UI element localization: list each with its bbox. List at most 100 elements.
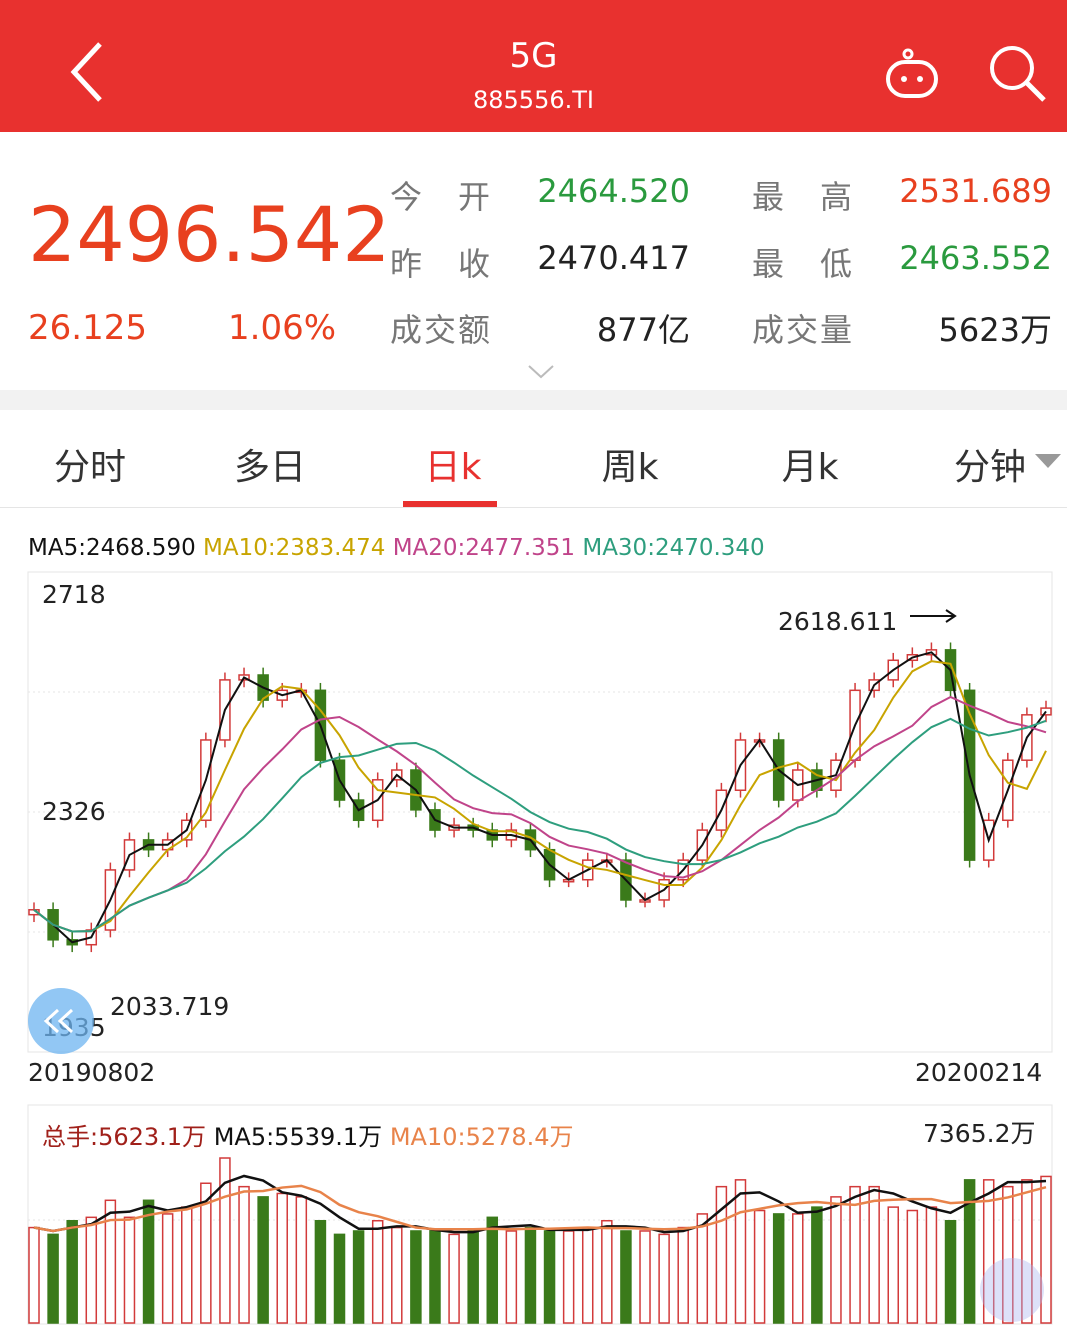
volume-bar: [352, 1230, 365, 1324]
volume-bar: [28, 1226, 40, 1324]
volume-bar: [658, 1233, 670, 1324]
volume-bar: [47, 1233, 59, 1324]
ma-legend-item: MA20:2477.351: [392, 535, 576, 561]
ma-legend-item: MA10:2383.474: [203, 535, 386, 561]
quote-label: 成交额: [390, 311, 493, 349]
tab-4[interactable]: 月k: [781, 447, 839, 488]
back-chevron-icon[interactable]: [62, 36, 122, 116]
tab-1[interactable]: 多日: [233, 447, 306, 488]
volume-bar: [830, 1196, 842, 1324]
volume-bar: [257, 1196, 269, 1324]
volume-legend-item: 总手:5623.1万: [42, 1123, 207, 1151]
tab-5[interactable]: 分钟: [953, 447, 1026, 488]
dropdown-caret-icon[interactable]: [1035, 454, 1061, 470]
volume-bar: [333, 1233, 346, 1324]
volume-bar: [161, 1213, 174, 1324]
quote-value: 2463.552: [899, 239, 1052, 277]
volume-bar: [639, 1230, 651, 1324]
volume-bar: [1002, 1185, 1014, 1324]
volume-bar: [715, 1185, 728, 1324]
volume-bar: [562, 1230, 575, 1324]
ma-legend-item: MA30:2470.340: [582, 535, 765, 561]
quote-value: 2464.520: [537, 172, 690, 210]
volume-bar: [391, 1226, 403, 1324]
robot-assistant-icon[interactable]: [884, 46, 944, 106]
volume-bar: [123, 1216, 136, 1324]
volume-pane-border: [27, 1104, 1053, 1325]
high-annotation: 2618.611: [778, 607, 898, 636]
ma-legend-item: MA5:2468.590: [28, 535, 196, 561]
quote-value: 2470.417: [537, 239, 690, 277]
page-title: 5G: [509, 36, 558, 76]
volume-bar: [849, 1185, 861, 1324]
volume-bar: [868, 1185, 880, 1324]
quote-label: 最 低: [752, 245, 855, 283]
quote-label: 成交量: [752, 311, 855, 349]
volume-bar: [620, 1230, 632, 1324]
active-tab-indicator: [403, 501, 497, 507]
double-left-arrow-icon: [43, 1008, 74, 1034]
volume-bar: [696, 1213, 709, 1324]
volume-bar: [734, 1179, 747, 1324]
volume-bar: [142, 1199, 155, 1324]
ma-line-1: [33, 660, 1047, 933]
volume-bar: [104, 1199, 117, 1324]
volume-bar: [944, 1219, 957, 1324]
volume-legend: 总手:5623.1万 MA5:5539.1万 MA10:5278.4万: [42, 1117, 574, 1152]
volume-bar: [181, 1206, 193, 1324]
volume-bar: [772, 1213, 785, 1324]
stock-code: 885556.TI: [473, 86, 594, 114]
collapse-float-button[interactable]: [28, 988, 94, 1054]
tab-2[interactable]: 日k: [424, 447, 482, 488]
ma-line-0: [33, 651, 1047, 944]
volume-bar: [85, 1216, 98, 1324]
volume-bar: [219, 1157, 231, 1324]
volume-bar: [887, 1206, 899, 1324]
volume-bar: [295, 1196, 308, 1324]
floating-assistant-button[interactable]: [980, 1258, 1044, 1322]
volume-bar: [448, 1233, 460, 1324]
divider: [0, 507, 1067, 508]
volume-bar: [467, 1230, 479, 1324]
quote-label: 昨 收: [390, 245, 493, 283]
volume-bar: [601, 1219, 613, 1324]
price-change: 26.125: [28, 308, 147, 348]
quote-value: 5623万: [938, 311, 1052, 349]
volume-bar: [486, 1216, 499, 1324]
volume-bar: [505, 1230, 518, 1324]
price-change-pct: 1.06%: [228, 308, 337, 348]
volume-bar: [753, 1209, 766, 1324]
search-icon[interactable]: [986, 42, 1050, 106]
divider: [0, 390, 1067, 410]
volume-bar: [792, 1213, 804, 1324]
low-annotation: 2033.719: [110, 992, 230, 1021]
ma-line-3: [33, 717, 1047, 933]
quote-value: 877亿: [596, 311, 690, 349]
volume-bar: [314, 1219, 327, 1324]
volume-bar: [581, 1226, 594, 1324]
quote-label: 最 高: [752, 178, 855, 216]
volume-bar: [677, 1226, 689, 1324]
x-start-date: 20190802: [28, 1058, 156, 1087]
ma-line-2: [33, 695, 1047, 933]
app-header: 5G 885556.TI: [0, 0, 1067, 132]
x-end-date: 20200214: [915, 1058, 1043, 1087]
tab-0[interactable]: 分时: [53, 447, 126, 488]
quote-label: 今 开: [390, 178, 493, 216]
volume-legend-item: MA5:5539.1万: [213, 1123, 383, 1151]
ma-legend: MA5:2468.590 MA10:2383.474 MA20:2477.351…: [28, 535, 765, 561]
volume-bar: [811, 1206, 823, 1324]
volume-ma-line-1: [33, 1184, 1047, 1233]
volume-bar: [982, 1179, 995, 1324]
volume-bar: [200, 1182, 212, 1324]
tab-3[interactable]: 周k: [601, 447, 659, 488]
y-tick-top: 2718: [42, 580, 106, 609]
arrow-right-icon: [945, 609, 957, 623]
quote-value: 2531.689: [899, 172, 1052, 210]
expand-chevron-icon[interactable]: [526, 362, 556, 382]
last-price: 2496.542: [28, 190, 391, 279]
volume-bar: [1021, 1179, 1033, 1324]
volume-bar: [925, 1206, 938, 1324]
volume-legend-item: MA10:5278.4万: [389, 1123, 574, 1151]
